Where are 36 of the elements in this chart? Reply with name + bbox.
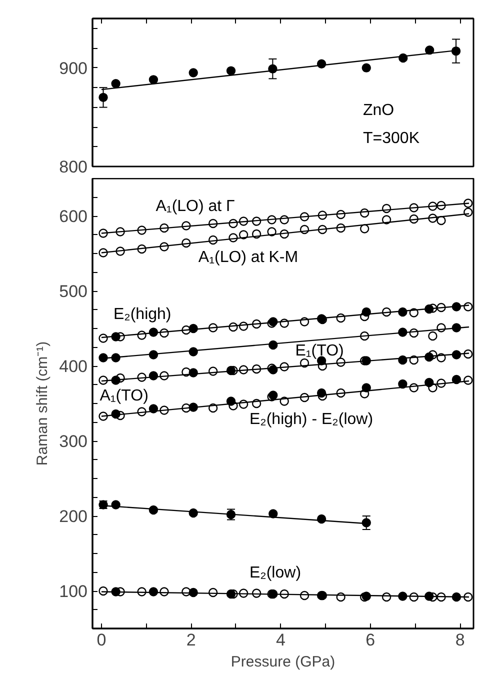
point	[98, 92, 108, 102]
y-tick-label: 200	[59, 507, 88, 526]
annotation: T=300K	[363, 130, 420, 147]
x-tick-label: 2	[186, 630, 196, 650]
point	[464, 208, 473, 217]
point	[360, 224, 370, 234]
y-tick-label: 900	[59, 58, 88, 78]
y-tick-label: 300	[59, 432, 88, 451]
point	[188, 68, 198, 78]
point	[464, 592, 473, 602]
x-tick-label: 0	[96, 630, 106, 650]
y-axis-title: Raman shift (cm⁻¹)	[34, 341, 52, 466]
annotation: A₁(LO) at K-M	[198, 248, 298, 266]
annotation: E₂(high) - E₂(low)	[249, 410, 374, 428]
point	[428, 331, 438, 341]
annotation: E₁(TO)	[295, 342, 344, 360]
point	[226, 66, 236, 76]
x-axis-title: Pressure (GPa)	[230, 654, 336, 670]
x-tick-label: 8	[455, 630, 465, 650]
y-tick-label: 600	[59, 207, 88, 226]
annotation: E₂(high)	[113, 306, 172, 323]
x-tick-label: 6	[366, 630, 376, 650]
annotation: E₂(low)	[249, 564, 302, 582]
point	[362, 63, 371, 72]
x-tick-label: 4	[276, 630, 286, 650]
point	[436, 216, 446, 226]
point	[362, 518, 371, 528]
annotation: A₁(TO)	[100, 387, 148, 404]
annotation: A₁(LO) at Γ	[156, 198, 236, 215]
point	[148, 75, 158, 84]
annotation: ZnO	[363, 102, 394, 119]
point	[111, 79, 120, 88]
y-tick-label: 100	[59, 582, 88, 601]
y-tick-label: 400	[59, 357, 88, 376]
y-tick-label: 500	[59, 282, 88, 301]
y-tick-label: 800	[59, 158, 88, 176]
